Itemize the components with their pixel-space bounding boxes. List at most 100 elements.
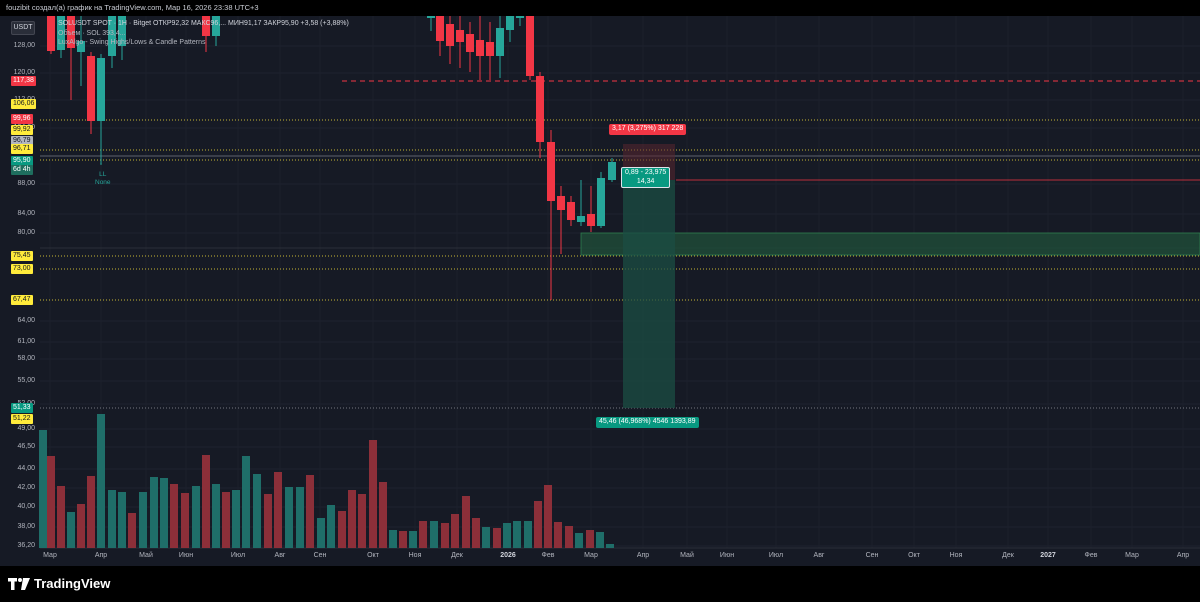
volume-bar [554,522,562,548]
candle-body [567,202,575,220]
volume-bar [596,532,604,548]
volume-bar [451,514,459,548]
volume-bar [606,544,614,548]
chart-canvas[interactable] [0,16,1200,566]
grid-lines [40,16,1200,549]
currency-badge[interactable]: USDT [11,21,35,35]
time-axis-label: Май [680,552,694,559]
price-tag: 96,79 [11,136,33,146]
time-axis-label: Апр [94,552,108,559]
price-tag: 51,22 [11,414,33,424]
price-tag: 6d 4h [11,165,33,175]
volume-bar [338,511,346,548]
volume-bar [462,496,470,548]
volume-bar [57,486,65,548]
tradingview-wordmark: TradingView [34,576,111,591]
volume-bar [87,476,95,548]
tradingview-logo[interactable]: TradingView [8,576,110,591]
attribution-text: fouzibit создал(а) график на TradingView… [6,3,259,12]
price-axis-label: 49,00 [17,425,35,432]
candle-body [67,16,75,48]
time-axis-label: Окт [367,552,379,559]
candle-body [446,24,454,46]
volume-bar [472,518,480,548]
candle-body [87,56,95,121]
volume-bar [253,474,261,548]
candlesticks [47,16,616,300]
entry-label-line2: 14,34 [636,177,655,185]
time-axis-label: Июл [230,552,246,559]
price-tag: 99,96 [11,114,33,124]
volume-legend-line[interactable]: Объем · SOL 393,4... [58,29,126,37]
time-axis-label: Авг [274,552,286,559]
volume-bar [565,526,573,548]
entry-label: 0,89 - 23,975 14,34 [621,167,671,188]
top-attribution-bar: fouzibit создал(а) график на TradingView… [0,0,1200,16]
candle-body [57,16,65,50]
price-axis-label: 55,00 [17,377,35,384]
chart-pane[interactable]: USDT SOLUSDT SPOT · 1Н · Bitget ОТКР92,3… [0,16,1200,566]
candle-body [476,40,484,56]
volume-bar [544,485,552,548]
volume-bar [232,490,240,548]
candle-body [202,16,210,36]
volume-bar [202,455,210,548]
price-axis-label: 40,00 [17,503,35,510]
symbol-legend-line[interactable]: SOLUSDT SPOT · 1Н · Bitget ОТКР92,32 МАК… [58,20,349,27]
price-tag: 75,45 [11,251,33,261]
candle-body [577,216,585,222]
price-tag: 99,92 [11,125,33,135]
time-axis-label: Мар [1125,552,1139,559]
volume-bar [160,478,168,548]
swing-low-marker [100,163,102,165]
candle-body [486,42,494,56]
volume-bar [493,528,501,548]
candle-body [212,16,220,36]
tradingview-logo-icon [8,577,30,590]
time-axis-label: Фев [1084,552,1098,559]
time-axis-label: Июл [768,552,784,559]
candle-body [97,58,105,121]
horizontal-levels [40,80,1200,409]
price-axis-label: 46,50 [17,443,35,450]
swing-low-label: LL None [95,171,111,187]
price-axis-label: 84,00 [17,210,35,217]
candle-body [597,178,605,226]
price-axis-label: 38,00 [17,523,35,530]
volume-bar [192,486,200,548]
swing-low-value: None [95,179,111,186]
time-axis-label: Дек [1002,552,1014,559]
swing-low-type: LL [99,171,107,178]
price-tag: 67,47 [11,295,33,305]
candle-body [526,16,534,76]
candle-body [496,28,504,56]
volume-bar [285,487,293,548]
volume-bars [39,414,614,548]
volume-bar [389,530,397,548]
indicator-legend-line[interactable]: LuxAlgo - Swing Highs/Lows & Candle Patt… [58,39,206,46]
time-axis-label: Дек [451,552,463,559]
volume-bar [274,472,282,548]
candle-body [608,162,616,180]
volume-bar [212,484,220,548]
stop-loss-label: 3,17 (3,275%) 317 228 [609,124,687,135]
time-axis-label: 2026 [500,552,516,559]
volume-bar [586,530,594,548]
volume-bar [534,501,542,548]
volume-bar [503,523,511,548]
time-axis-label: Июн [719,552,735,559]
candle-body [557,196,565,210]
price-tag: 106,06 [11,99,37,109]
volume-bar [242,456,250,548]
volume-bar [317,518,325,548]
volume-bar [222,492,230,548]
time-axis-label: Мар [43,552,57,559]
price-tag: 117,38 [11,76,36,86]
volume-bar [482,527,490,548]
volume-bar [47,456,55,548]
time-axis-label: Сен [313,552,327,559]
volume-bar [441,523,449,548]
footer: TradingView [0,566,1200,602]
candle-body [118,16,126,46]
demand-zone-border [580,232,1200,256]
